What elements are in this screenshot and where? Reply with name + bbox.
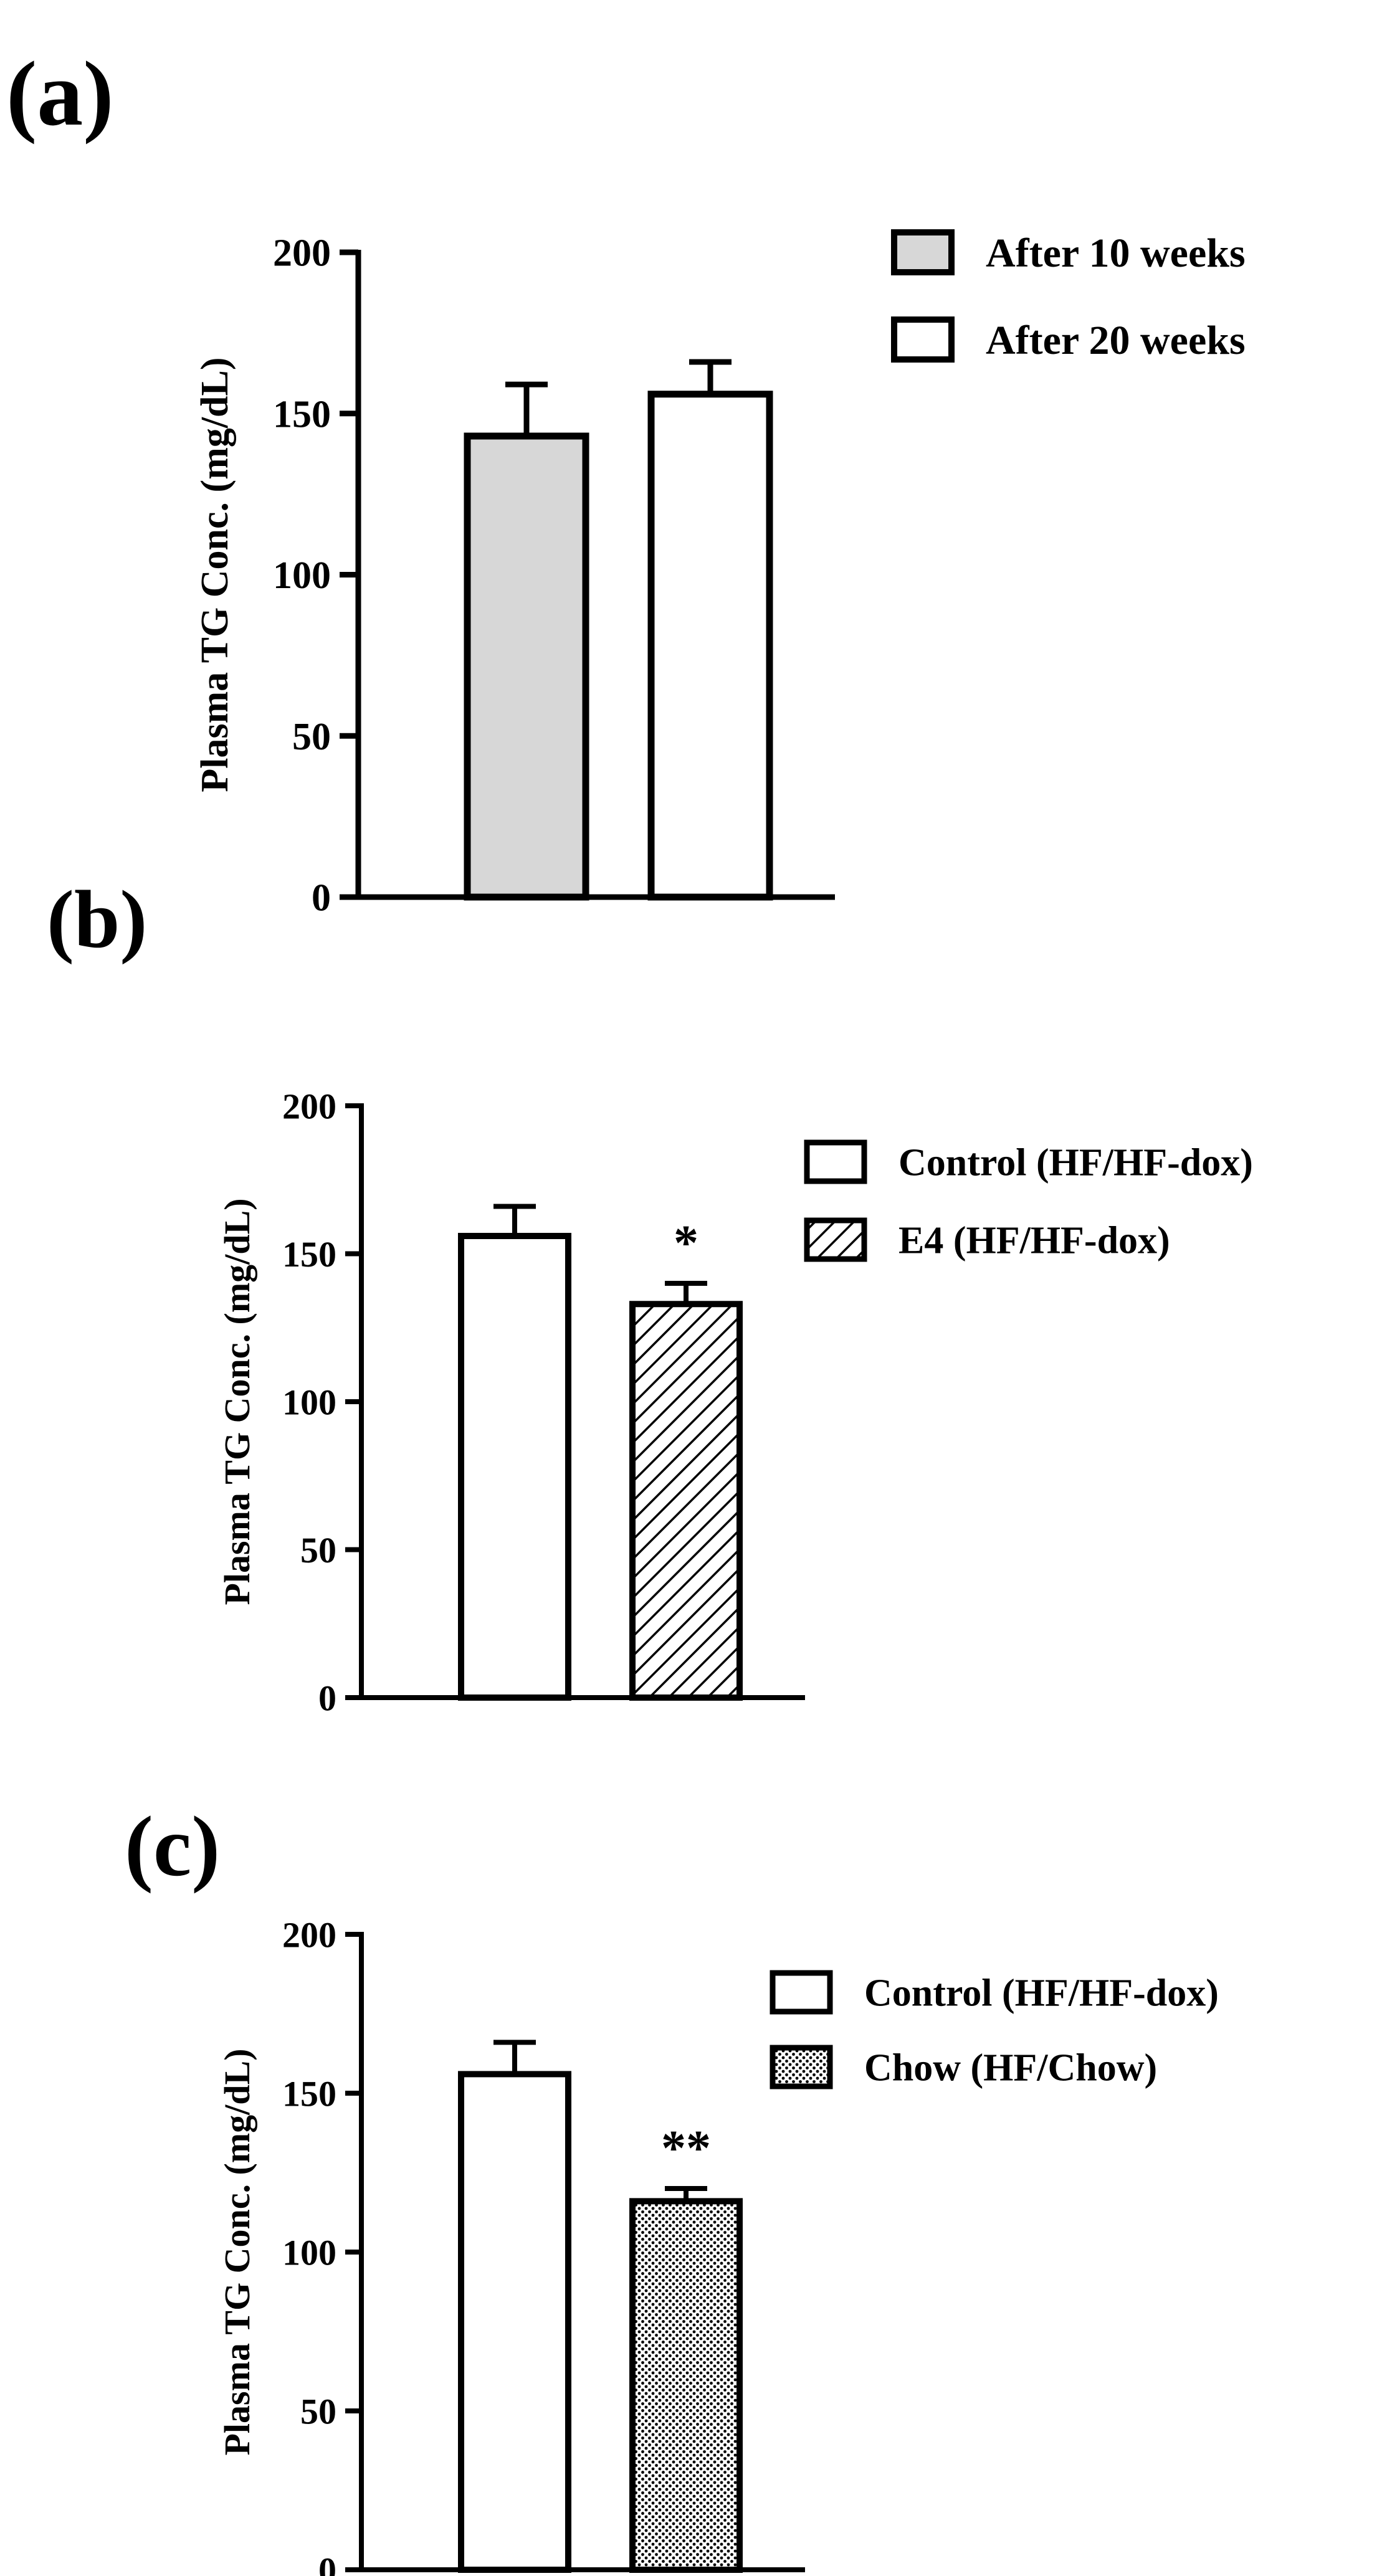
y-tick-label: 200 <box>273 232 331 275</box>
bar <box>458 1233 571 1701</box>
legend-label: Control (HF/HF-dox) <box>864 1972 1219 2015</box>
legend-swatch <box>804 1217 867 1262</box>
legend-swatch <box>891 316 955 363</box>
legend-swatch <box>770 1970 833 2015</box>
y-tick-label: 100 <box>282 2232 336 2273</box>
legend-swatch <box>770 2045 833 2089</box>
bar <box>464 432 589 901</box>
y-axis-label: Plasma TG Conc. (mg/dL) <box>217 1198 257 1605</box>
bar <box>647 391 773 901</box>
y-tick-label: 50 <box>300 2391 336 2431</box>
y-tick-label: 100 <box>282 1382 336 1422</box>
legend-label: Chow (HF/Chow) <box>864 2047 1157 2089</box>
legend-label: E4 (HF/HF-dox) <box>898 1220 1170 1262</box>
y-axis-label: Plasma TG Conc. (mg/dL) <box>194 357 236 792</box>
y-tick-label: 0 <box>318 2550 336 2576</box>
y-tick-label: 0 <box>318 1678 336 1718</box>
legend-label: After 20 weeks <box>986 318 1246 363</box>
significance-marker: ** <box>661 2121 711 2176</box>
chart-panel-1: (b) 0 50 100 150 200 Plasma TG Conc. (mg/dL) Co… <box>47 873 1253 1718</box>
chart-panel-0: (a) 0 50 100 150 200 Plasma TG Conc. (mg/dL) Af… <box>6 43 1246 920</box>
y-tick-label: 150 <box>282 1234 336 1275</box>
y-tick-label: 200 <box>282 1086 336 1126</box>
bar <box>629 2198 743 2573</box>
significance-marker: * <box>674 1216 698 1271</box>
legend-label: After 10 weeks <box>986 231 1246 276</box>
legend-swatch <box>804 1139 867 1184</box>
y-tick-label: 50 <box>292 716 331 758</box>
panel-label: (a) <box>6 43 114 145</box>
y-tick-label: 100 <box>273 554 331 597</box>
y-tick-label: 0 <box>312 877 331 920</box>
y-tick-label: 150 <box>273 393 331 435</box>
y-tick-label: 200 <box>282 1914 336 1955</box>
y-tick-label: 50 <box>300 1530 336 1571</box>
y-tick-label: 150 <box>282 2073 336 2114</box>
y-axis-label: Plasma TG Conc. (mg/dL) <box>217 2048 257 2455</box>
panel-label: (b) <box>47 873 147 965</box>
bar <box>629 1301 743 1701</box>
panel-label: (c) <box>125 1799 220 1894</box>
legend-swatch <box>891 229 955 275</box>
chart-panel-2: (c) 0 50 100 150 200 Plasma TG Conc. (mg/dL) Co… <box>125 1799 1219 2576</box>
legend-label: Control (HF/HF-dox) <box>898 1142 1253 1184</box>
bar <box>458 2071 571 2573</box>
